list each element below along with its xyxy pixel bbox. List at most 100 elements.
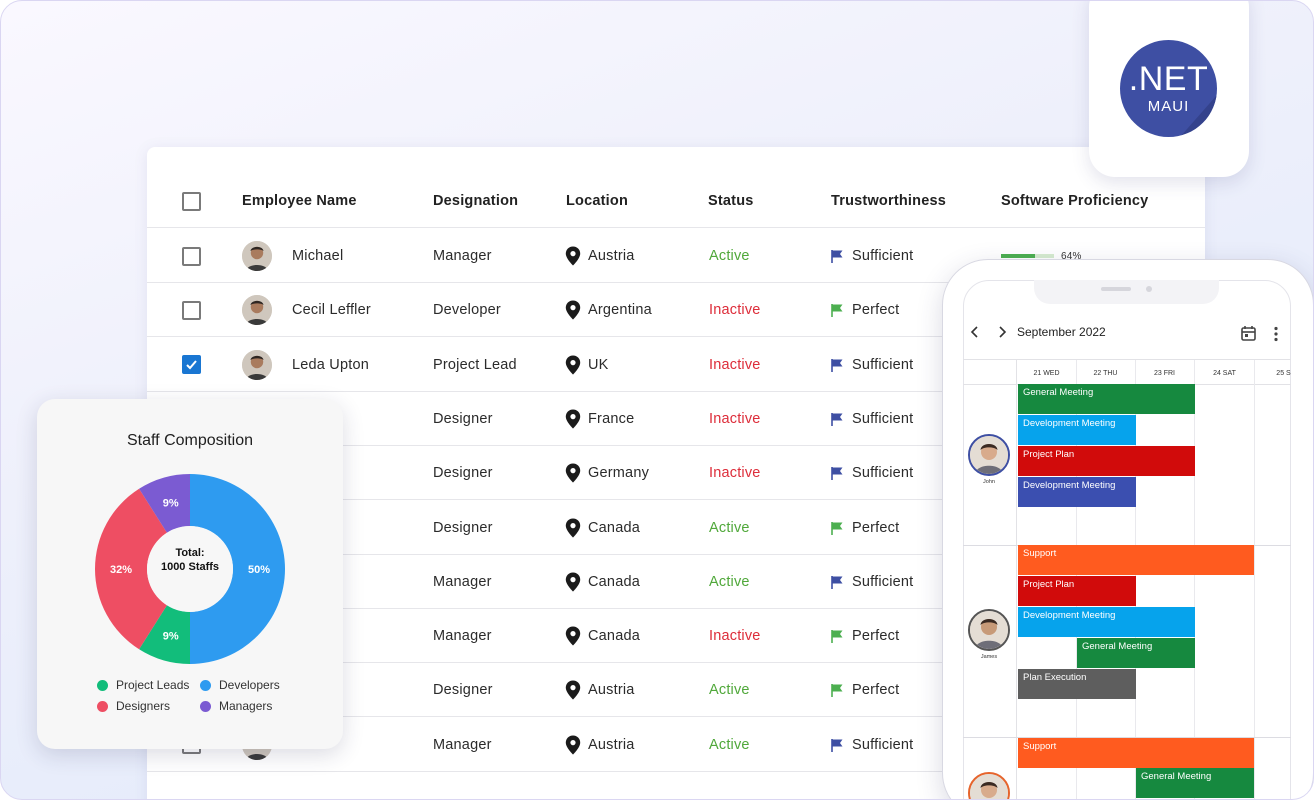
- more-options-icon[interactable]: [1273, 326, 1279, 345]
- designation-cell: Designer: [433, 465, 493, 482]
- row-checkbox[interactable]: [182, 355, 201, 375]
- donut-data-label: 9%: [163, 630, 179, 642]
- location-cell: Austria: [565, 663, 635, 717]
- appointment[interactable]: General Meeting: [1136, 768, 1254, 798]
- staff-composition-card: Staff Composition 50% 9% 32% 9% Total: 1000…: [37, 399, 343, 749]
- appointment[interactable]: General Meeting: [1018, 384, 1195, 414]
- status-cell: Active: [709, 736, 750, 753]
- column-header[interactable]: Trustworthiness: [831, 193, 946, 209]
- calendar-icon[interactable]: [1240, 325, 1257, 345]
- donut-slice-managers[interactable]: [139, 474, 190, 533]
- location-pin-icon: [565, 409, 588, 429]
- dotnet-maui-logo: .NET MAUI: [1120, 40, 1217, 137]
- grid-row[interactable]: Cecil Leffler Developer Argentina Inacti…: [147, 283, 1205, 338]
- flag-icon: [830, 466, 852, 481]
- scheduler-month-title[interactable]: September 2022: [1017, 325, 1106, 339]
- row-checkbox[interactable]: [182, 246, 201, 266]
- row-checkbox[interactable]: [182, 300, 201, 320]
- employee-avatar: [242, 241, 272, 271]
- appointment[interactable]: Development Meeting: [1018, 415, 1136, 445]
- status-cell: Active: [709, 519, 750, 536]
- designation-cell: Developer: [433, 302, 501, 319]
- employee-name: Cecil Leffler: [292, 302, 371, 319]
- dotnet-maui-badge: .NET MAUI: [1089, 1, 1249, 177]
- appointment[interactable]: Project Plan: [1018, 446, 1195, 476]
- next-month-icon[interactable]: [996, 325, 1008, 342]
- donut-data-label: 50%: [248, 564, 270, 576]
- appointment[interactable]: Support: [1018, 738, 1254, 768]
- grid-row[interactable]: Michael Manager Austria Active Sufficien…: [147, 229, 1205, 283]
- chart-title: Staff Composition: [127, 432, 253, 449]
- donut-data-label: 9%: [163, 498, 179, 510]
- location-pin-icon: [565, 300, 588, 320]
- flag-icon: [830, 412, 852, 426]
- status-cell: Inactive: [709, 356, 761, 373]
- legend-developers[interactable]: Developers: [200, 678, 280, 692]
- flag-icon: [830, 575, 852, 589]
- status-cell: Inactive: [709, 465, 761, 482]
- resource-0[interactable]: John: [967, 434, 1011, 485]
- donut-center-total: 1000 Staffs: [160, 561, 220, 573]
- legend-designers[interactable]: Designers: [97, 699, 170, 713]
- status-cell: Inactive: [709, 628, 761, 645]
- flag-icon: [830, 303, 852, 318]
- trustworthiness-cell: Sufficient: [830, 392, 913, 446]
- employee-name: Leda Upton: [292, 356, 369, 373]
- location-cell: France: [565, 392, 634, 446]
- logo-net-text: .NET: [1128, 60, 1209, 98]
- appointment[interactable]: Support: [1018, 545, 1254, 575]
- column-header[interactable]: Location: [566, 193, 629, 209]
- appointment[interactable]: General Meeting: [1077, 638, 1195, 668]
- select-all-checkbox[interactable]: [182, 191, 201, 211]
- column-header[interactable]: Software Proficiency: [1001, 193, 1149, 209]
- column-header[interactable]: Status: [708, 193, 754, 209]
- donut-center-label: Total:: [175, 547, 205, 559]
- employee-avatar: [242, 349, 272, 380]
- resource-2[interactable]: [967, 772, 1011, 799]
- appointment[interactable]: Project Plan: [1018, 576, 1136, 606]
- flag-icon: [830, 358, 852, 372]
- donut-slice-project-leads[interactable]: [139, 605, 190, 664]
- appointment[interactable]: Development Meeting: [1018, 477, 1136, 507]
- status-cell: Inactive: [709, 410, 761, 427]
- appointment[interactable]: Development Meeting: [1018, 607, 1195, 637]
- appointment[interactable]: Plan Execution: [1018, 669, 1136, 699]
- status-cell: Active: [709, 682, 750, 699]
- day-header[interactable]: 22 THU: [1093, 369, 1118, 377]
- column-header[interactable]: Designation: [433, 193, 519, 209]
- grid-header-row: Employee Name Designation Location Statu…: [147, 174, 1205, 228]
- day-header[interactable]: 23 FRI: [1153, 369, 1175, 377]
- legend-project-leads[interactable]: Project Leads: [97, 678, 189, 692]
- donut-slice-designers[interactable]: [94, 488, 167, 650]
- phone-screen: [963, 280, 1291, 799]
- employee-name: Michael: [292, 248, 344, 264]
- column-header[interactable]: Employee Name: [242, 193, 357, 209]
- trustworthiness-cell: Perfect: [830, 501, 899, 555]
- day-header[interactable]: 24 SAT: [1213, 369, 1236, 377]
- designation-cell: Manager: [433, 628, 492, 645]
- trustworthiness-cell: Perfect: [830, 609, 899, 663]
- location-cell: Canada: [565, 501, 640, 555]
- resource-avatar: [968, 434, 1010, 476]
- day-header[interactable]: 25 S: [1276, 369, 1291, 377]
- grid-row[interactable]: Leda Upton Project Lead UK Inactive Suff…: [147, 338, 1205, 392]
- trustworthiness-cell: Sufficient: [830, 229, 913, 283]
- donut-slice-developers[interactable]: [190, 474, 285, 664]
- resource-1[interactable]: James: [967, 609, 1011, 660]
- prev-month-icon[interactable]: [969, 325, 981, 342]
- location-pin-icon: [565, 518, 588, 538]
- logo-maui-text: MAUI: [1147, 98, 1190, 115]
- designation-cell: Designer: [433, 519, 493, 536]
- location-cell: Germany: [565, 446, 649, 500]
- location-pin-icon: [565, 680, 588, 700]
- designation-cell: Project Lead: [433, 356, 517, 373]
- day-header[interactable]: 21 WED: [1033, 369, 1060, 377]
- trustworthiness-cell: Perfect: [830, 283, 899, 337]
- flag-icon: [830, 738, 852, 752]
- designation-cell: Designer: [433, 682, 493, 699]
- location-cell: Canada: [565, 555, 640, 609]
- employee-avatar: [242, 295, 272, 326]
- location-cell: Argentina: [565, 283, 652, 337]
- legend-managers[interactable]: Managers: [200, 699, 272, 713]
- trustworthiness-cell: Sufficient: [830, 718, 913, 772]
